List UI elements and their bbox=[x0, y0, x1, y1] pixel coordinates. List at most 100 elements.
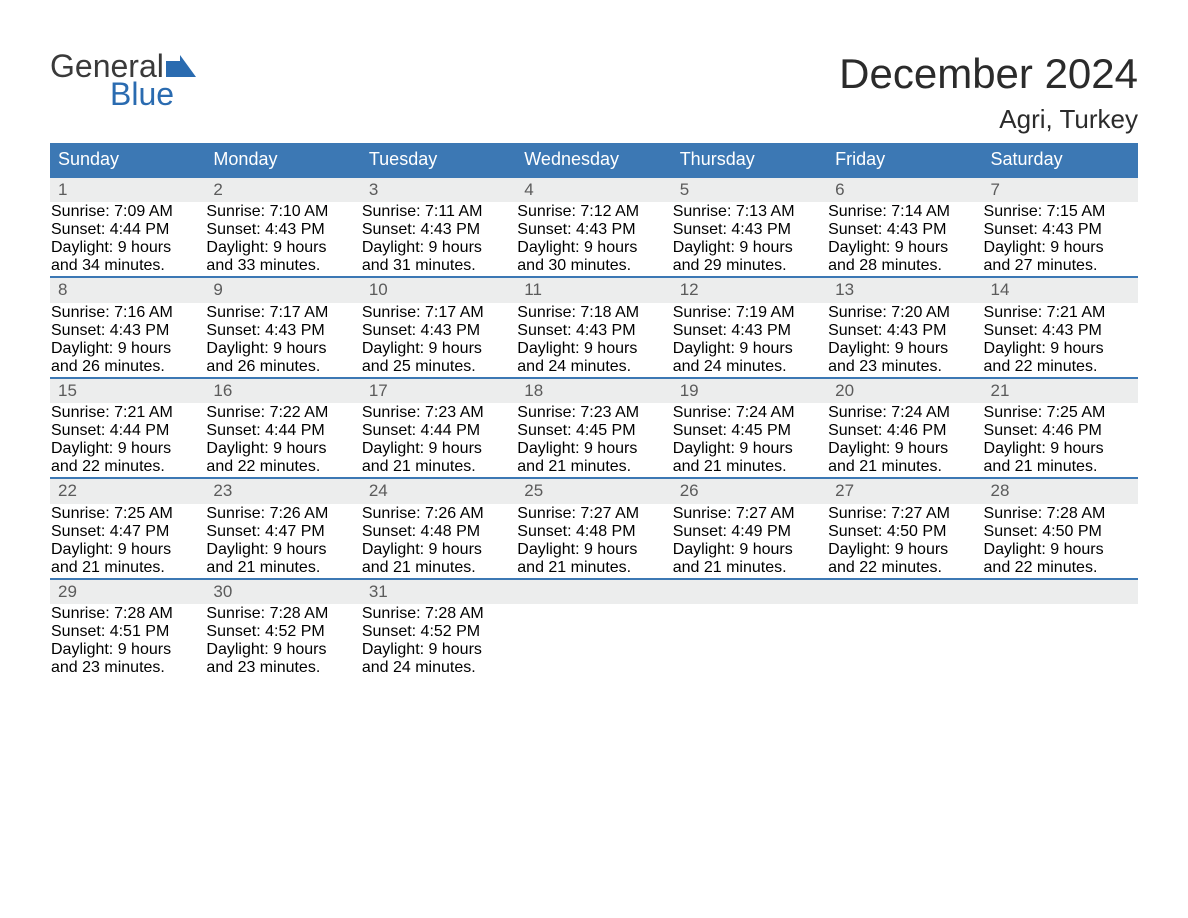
daylight-line-2: and 33 minutes. bbox=[206, 257, 359, 275]
daylight-line-1: Daylight: 9 hours bbox=[206, 340, 359, 358]
day-cell: Sunrise: 7:17 AMSunset: 4:43 PMDaylight:… bbox=[205, 303, 360, 378]
logo: General Blue bbox=[50, 50, 196, 110]
day-number: 2 bbox=[205, 177, 360, 202]
sunset-line: Sunset: 4:51 PM bbox=[51, 623, 204, 641]
daylight-line-2: and 22 minutes. bbox=[984, 358, 1137, 376]
calendar-table: SundayMondayTuesdayWednesdayThursdayFrid… bbox=[50, 143, 1138, 678]
sunset-line: Sunset: 4:43 PM bbox=[984, 322, 1137, 340]
sunrise-line: Sunrise: 7:09 AM bbox=[51, 203, 204, 221]
daylight-line-2: and 21 minutes. bbox=[517, 559, 670, 577]
day-number: 10 bbox=[361, 277, 516, 302]
day-cell: Sunrise: 7:12 AMSunset: 4:43 PMDaylight:… bbox=[516, 202, 671, 277]
day-number: 6 bbox=[827, 177, 982, 202]
day-number: 7 bbox=[983, 177, 1138, 202]
day-cell: Sunrise: 7:28 AMSunset: 4:52 PMDaylight:… bbox=[361, 604, 516, 678]
day-cell: Sunrise: 7:09 AMSunset: 4:44 PMDaylight:… bbox=[50, 202, 205, 277]
daylight-line-2: and 21 minutes. bbox=[517, 458, 670, 476]
daylight-line-2: and 21 minutes. bbox=[828, 458, 981, 476]
day-cell: Sunrise: 7:24 AMSunset: 4:45 PMDaylight:… bbox=[672, 403, 827, 478]
daylight-line-2: and 22 minutes. bbox=[828, 559, 981, 577]
day-number: 20 bbox=[827, 378, 982, 403]
sunset-line: Sunset: 4:46 PM bbox=[828, 422, 981, 440]
daylight-line-2: and 24 minutes. bbox=[517, 358, 670, 376]
calendar-header-row: SundayMondayTuesdayWednesdayThursdayFrid… bbox=[50, 143, 1138, 177]
day-number: 25 bbox=[516, 478, 671, 503]
day-cell: Sunrise: 7:18 AMSunset: 4:43 PMDaylight:… bbox=[516, 303, 671, 378]
daylight-line-2: and 23 minutes. bbox=[51, 659, 204, 677]
daylight-line-2: and 31 minutes. bbox=[362, 257, 515, 275]
sunset-line: Sunset: 4:52 PM bbox=[206, 623, 359, 641]
daylight-line-2: and 22 minutes. bbox=[206, 458, 359, 476]
daylight-line-1: Daylight: 9 hours bbox=[51, 440, 204, 458]
sunset-line: Sunset: 4:47 PM bbox=[206, 523, 359, 541]
daylight-line-2: and 27 minutes. bbox=[984, 257, 1137, 275]
day-data-row: Sunrise: 7:28 AMSunset: 4:51 PM Daylight:… bbox=[50, 604, 1138, 678]
day-cell: Sunrise: 7:15 AMSunset: 4:43 PMDaylight:… bbox=[983, 202, 1138, 277]
sunset-line: Sunset: 4:43 PM bbox=[206, 322, 359, 340]
weekday-header: Thursday bbox=[672, 143, 827, 177]
day-number: 26 bbox=[672, 478, 827, 503]
day-cell: Sunrise: 7:21 AMSunset: 4:44 PMDaylight:… bbox=[50, 403, 205, 478]
sunset-line: Sunset: 4:48 PM bbox=[517, 523, 670, 541]
daylight-line-1: Daylight: 9 hours bbox=[984, 541, 1137, 559]
daylight-line-2: and 23 minutes. bbox=[206, 659, 359, 677]
daylight-line-1: Daylight: 9 hours bbox=[828, 340, 981, 358]
sunrise-line: Sunrise: 7:23 AM bbox=[517, 404, 670, 422]
day-number bbox=[983, 579, 1138, 604]
sunrise-line: Sunrise: 7:17 AM bbox=[206, 304, 359, 322]
day-cell: Sunrise: 7:14 AMSunset: 4:43 PMDaylight:… bbox=[827, 202, 982, 277]
daylight-line-2: and 21 minutes. bbox=[673, 559, 826, 577]
sunrise-line: Sunrise: 7:19 AM bbox=[673, 304, 826, 322]
sunrise-line: Sunrise: 7:21 AM bbox=[984, 304, 1137, 322]
daylight-line-1: Daylight: 9 hours bbox=[984, 239, 1137, 257]
daylight-line-1: Daylight: 9 hours bbox=[673, 239, 826, 257]
weekday-header: Tuesday bbox=[361, 143, 516, 177]
daylight-line-2: and 24 minutes. bbox=[673, 358, 826, 376]
sunset-line: Sunset: 4:43 PM bbox=[673, 221, 826, 239]
sunrise-line: Sunrise: 7:27 AM bbox=[517, 505, 670, 523]
sunset-line: Sunset: 4:43 PM bbox=[673, 322, 826, 340]
sunset-line: Sunset: 4:44 PM bbox=[362, 422, 515, 440]
day-number: 14 bbox=[983, 277, 1138, 302]
day-cell: Sunrise: 7:10 AMSunset: 4:43 PMDaylight:… bbox=[205, 202, 360, 277]
logo-word-2: Blue bbox=[50, 78, 196, 110]
day-number: 31 bbox=[361, 579, 516, 604]
sunrise-line: Sunrise: 7:12 AM bbox=[517, 203, 670, 221]
day-cell: Sunrise: 7:26 AMSunset: 4:48 PMDaylight:… bbox=[361, 504, 516, 579]
sunrise-line: Sunrise: 7:24 AM bbox=[673, 404, 826, 422]
day-number: 16 bbox=[205, 378, 360, 403]
daylight-line-2: and 29 minutes. bbox=[673, 257, 826, 275]
daylight-line-1: Daylight: 9 hours bbox=[362, 641, 515, 659]
sunset-line: Sunset: 4:45 PM bbox=[673, 422, 826, 440]
day-number-row: 293031 bbox=[50, 579, 1138, 604]
day-cell: Sunrise: 7:28 AMSunset: 4:52 PMDaylight:… bbox=[205, 604, 360, 678]
day-number: 3 bbox=[361, 177, 516, 202]
daylight-line-2: and 25 minutes. bbox=[362, 358, 515, 376]
daylight-line-2: and 21 minutes. bbox=[673, 458, 826, 476]
sunset-line: Sunset: 4:52 PM bbox=[362, 623, 515, 641]
daylight-line-1: Daylight: 9 hours bbox=[51, 541, 204, 559]
month-title: December 2024 bbox=[839, 50, 1138, 98]
sunset-line: Sunset: 4:50 PM bbox=[828, 523, 981, 541]
sunrise-line: Sunrise: 7:18 AM bbox=[517, 304, 670, 322]
weekday-header: Friday bbox=[827, 143, 982, 177]
day-cell: Sunrise: 7:27 AMSunset: 4:49 PMDaylight:… bbox=[672, 504, 827, 579]
daylight-line-2: and 21 minutes. bbox=[984, 458, 1137, 476]
daylight-line-1: Daylight: 9 hours bbox=[984, 340, 1137, 358]
daylight-line-1: Daylight: 9 hours bbox=[673, 440, 826, 458]
day-cell bbox=[827, 604, 982, 678]
sunset-line: Sunset: 4:43 PM bbox=[828, 221, 981, 239]
daylight-line-2: and 28 minutes. bbox=[828, 257, 981, 275]
day-data-row: Sunrise: 7:16 AMSunset: 4:43 PMDaylight:… bbox=[50, 303, 1138, 378]
day-cell: Sunrise: 7:19 AMSunset: 4:43 PMDaylight:… bbox=[672, 303, 827, 378]
day-number: 17 bbox=[361, 378, 516, 403]
day-number: 22 bbox=[50, 478, 205, 503]
day-number-row: 22232425262728 bbox=[50, 478, 1138, 503]
sunrise-line: Sunrise: 7:28 AM bbox=[206, 605, 359, 623]
sunset-line: Sunset: 4:48 PM bbox=[362, 523, 515, 541]
day-cell: Sunrise: 7:22 AMSunset: 4:44 PMDaylight:… bbox=[205, 403, 360, 478]
day-cell: Sunrise: 7:17 AMSunset: 4:43 PMDaylight:… bbox=[361, 303, 516, 378]
day-cell: Sunrise: 7:23 AMSunset: 4:44 PMDaylight:… bbox=[361, 403, 516, 478]
sunrise-line: Sunrise: 7:10 AM bbox=[206, 203, 359, 221]
daylight-line-1: Daylight: 9 hours bbox=[673, 541, 826, 559]
